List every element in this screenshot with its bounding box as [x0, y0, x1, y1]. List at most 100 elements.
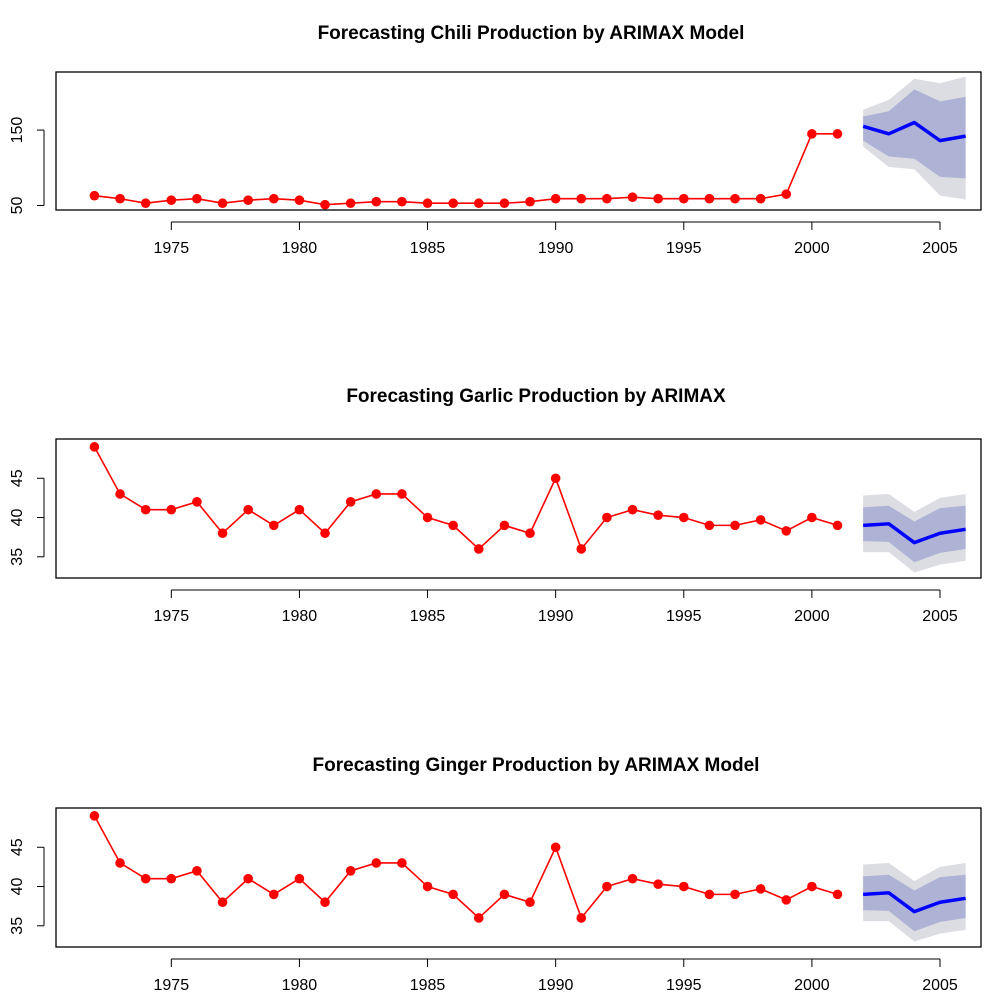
- observed-point: [730, 889, 740, 900]
- observed-point: [422, 198, 433, 209]
- forecast-band-80: [863, 874, 966, 932]
- observed-point: [371, 858, 382, 868]
- chart-title: Forecasting Ginger Production by ARIMAX …: [313, 755, 760, 776]
- observed-point: [473, 198, 484, 209]
- observed-point: [755, 193, 766, 204]
- observed-point: [499, 889, 510, 900]
- observed-point: [422, 881, 433, 892]
- observed-point: [755, 515, 766, 525]
- observed-point: [140, 504, 151, 515]
- observed-point: [653, 510, 663, 520]
- x-tick-label: 1990: [538, 240, 574, 257]
- observed-point: [807, 512, 817, 523]
- observed-point: [192, 866, 202, 876]
- observed-point: [320, 199, 330, 210]
- observed-point: [473, 544, 484, 554]
- x-tick-label: 2000: [794, 608, 830, 625]
- observed-point: [166, 195, 177, 205]
- x-tick-label: 1980: [282, 240, 318, 257]
- x-tick-label: 1985: [410, 608, 446, 625]
- observed-point: [448, 198, 458, 209]
- observed-point: [448, 520, 458, 531]
- observed-point: [166, 504, 177, 515]
- observed-point: [397, 858, 407, 868]
- observed-point: [781, 526, 792, 536]
- chart-title: Forecasting Chili Production by ARIMAX M…: [318, 23, 745, 44]
- plot-frame: [55, 438, 982, 579]
- observed-point: [371, 196, 382, 207]
- observed-point: [320, 528, 330, 539]
- observed-point: [678, 512, 689, 523]
- observed-point: [627, 192, 638, 202]
- x-tick-label: 2005: [922, 977, 958, 994]
- observed-point: [397, 489, 407, 499]
- observed-point: [832, 520, 843, 531]
- observed-point: [243, 195, 253, 205]
- observed-point: [653, 193, 663, 204]
- observed-point: [755, 884, 766, 894]
- plot-frame: [55, 71, 982, 211]
- x-tick-label: 2005: [922, 608, 958, 625]
- x-tick-label: 1975: [154, 977, 190, 994]
- observed-point: [166, 873, 177, 884]
- observed-point: [345, 198, 356, 209]
- observed-point: [525, 196, 535, 207]
- chart-title: Forecasting Garlic Production by ARIMAX: [346, 386, 726, 407]
- observed-point: [525, 897, 535, 908]
- observed-line: [94, 133, 838, 206]
- observed-point: [550, 193, 561, 204]
- observed-point: [422, 512, 433, 523]
- observed-point: [345, 866, 356, 876]
- observed-point: [602, 881, 612, 892]
- observed-point: [832, 889, 843, 900]
- forecast-line: [862, 120, 966, 143]
- observed-point: [345, 497, 356, 507]
- y-tick-label: 40: [9, 509, 26, 527]
- observed-point: [704, 520, 715, 531]
- observed-point: [268, 520, 279, 531]
- observed-point: [730, 520, 740, 531]
- x-tick-label: 1980: [282, 977, 318, 994]
- x-tick-label: 1990: [538, 608, 574, 625]
- observed-point: [627, 873, 638, 884]
- x-tick-label: 1985: [410, 240, 446, 257]
- observed-point: [678, 881, 689, 892]
- forecast-line: [863, 891, 966, 914]
- observed-point: [602, 193, 612, 204]
- panel-ginger: Forecasting Ginger Production by ARIMAX …: [9, 755, 982, 994]
- observed-point: [243, 873, 253, 884]
- observed-point: [602, 512, 612, 523]
- plot-frame: [55, 807, 982, 948]
- observed-point: [294, 504, 305, 515]
- x-tick-label: 1985: [410, 977, 446, 994]
- observed-point: [192, 193, 202, 204]
- x-tick-label: 1975: [154, 608, 190, 625]
- observed-point: [217, 198, 228, 209]
- x-tick-label: 1975: [154, 240, 190, 257]
- observed-line: [93, 815, 838, 920]
- observed-point: [115, 193, 125, 204]
- forecast-line: [863, 522, 966, 545]
- y-tick-label: 50: [9, 196, 26, 214]
- observed-point: [550, 473, 561, 484]
- y-tick-label: 150: [9, 117, 26, 144]
- observed-point: [268, 889, 279, 900]
- observed-point: [807, 129, 817, 139]
- x-tick-label: 1995: [666, 977, 702, 994]
- observed-point: [115, 858, 125, 868]
- observed-point: [576, 913, 587, 923]
- x-tick-label: 2000: [794, 240, 830, 257]
- observed-point: [192, 497, 202, 507]
- observed-point: [781, 189, 792, 199]
- observed-point: [499, 198, 510, 209]
- observed-point: [89, 811, 100, 821]
- observed-point: [89, 190, 100, 201]
- observed-point: [217, 897, 228, 908]
- y-tick-label: 45: [9, 469, 26, 487]
- x-tick-label: 1995: [666, 240, 702, 257]
- y-tick-label: 35: [9, 917, 26, 935]
- observed-point: [243, 504, 253, 515]
- y-tick-label: 40: [9, 878, 26, 896]
- observed-point: [704, 889, 715, 900]
- observed-point: [115, 489, 125, 499]
